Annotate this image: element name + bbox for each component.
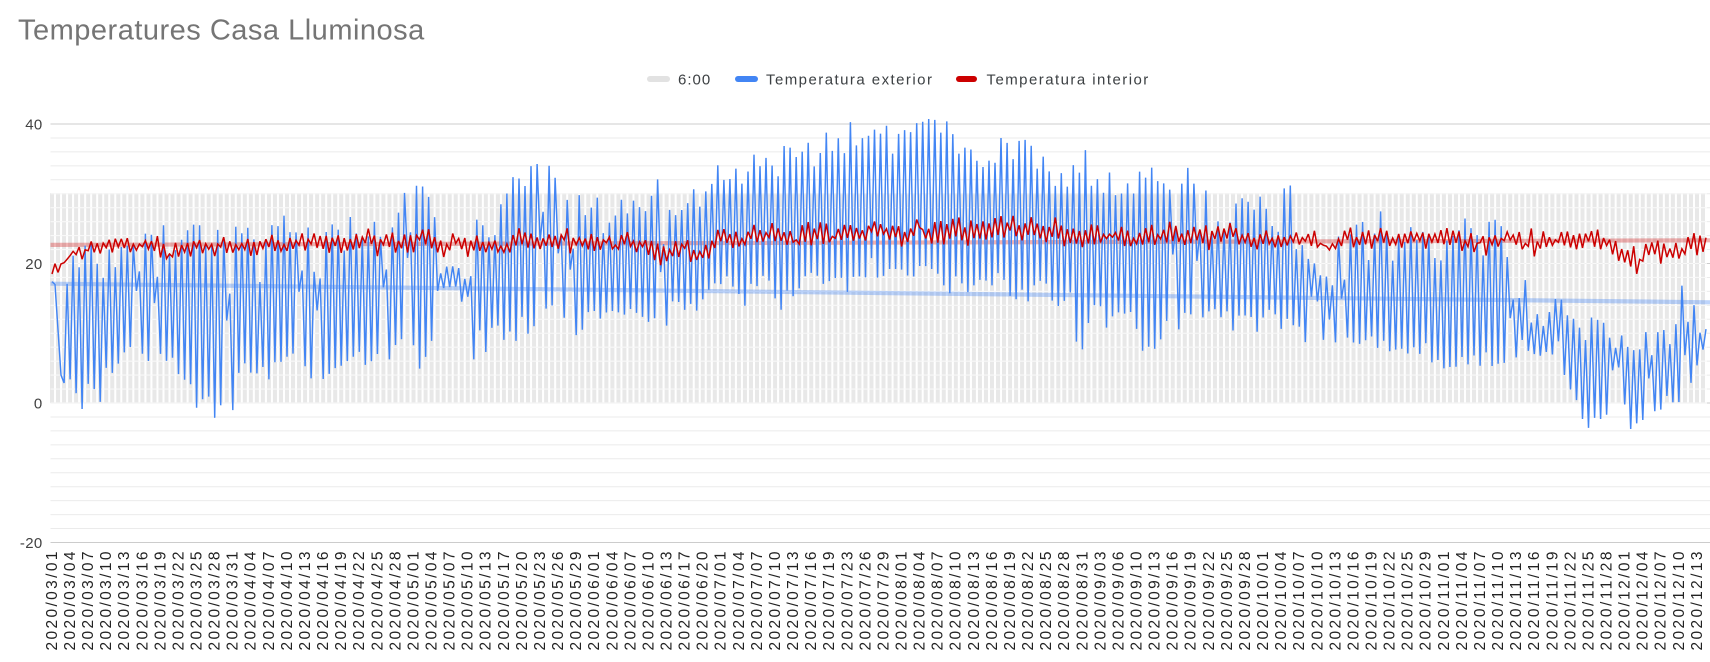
svg-text:20: 20 (25, 256, 42, 273)
svg-text:Temperatura exterior: Temperatura exterior (766, 72, 933, 89)
svg-text:-20: -20 (20, 535, 43, 552)
svg-text:0: 0 (34, 395, 43, 412)
svg-text:Temperatures Casa Lluminosa: Temperatures Casa Lluminosa (18, 15, 425, 47)
svg-text:6:00: 6:00 (678, 72, 711, 89)
svg-text:Temperatura interior: Temperatura interior (987, 72, 1150, 89)
svg-text:40: 40 (25, 116, 42, 133)
